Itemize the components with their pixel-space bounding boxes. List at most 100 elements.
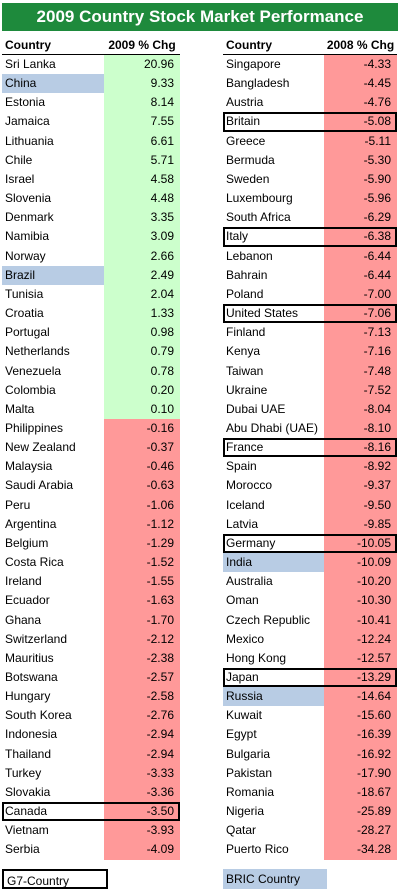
- table-row: Peru -1.06: [2, 495, 180, 515]
- value-cell: -9.85: [324, 514, 397, 534]
- country-cell: Hungary: [5, 689, 51, 704]
- table-row: Britain -5.08: [223, 112, 397, 132]
- table-row: Germany -10.05: [223, 533, 397, 554]
- value-cell: 4.48: [104, 189, 180, 209]
- country-cell: Russia: [223, 687, 324, 707]
- country-cell: Norway: [5, 248, 46, 263]
- table-row: Switzerland -2.12: [2, 629, 180, 649]
- country-cell: Serbia: [5, 842, 40, 857]
- country-cell: Bangladesh: [226, 76, 290, 91]
- country-cell: Ukraine: [226, 382, 268, 397]
- country-cell: Czech Republic: [226, 612, 311, 627]
- table-row: Saudi Arabia -0.63: [2, 476, 180, 496]
- table-row: Japan -13.29: [223, 668, 397, 688]
- country-cell: South Korea: [5, 708, 72, 723]
- value-cell: -5.96: [324, 189, 397, 209]
- value-cell: -1.70: [104, 610, 180, 630]
- table-row: Israel 4.58: [2, 169, 180, 190]
- table-row: France -8.16: [223, 438, 397, 458]
- header-value: 2009 % Chg: [108, 38, 176, 52]
- left-column: Country 2009 % Chg Sri Lanka 20.96 China 9.…: [2, 36, 180, 860]
- table-row: Morocco -9.37: [223, 476, 397, 496]
- table-row: Belgium -1.29: [2, 533, 180, 554]
- value-cell: 9.33: [104, 74, 180, 94]
- country-cell: Indonesia: [5, 727, 58, 742]
- table-row: Bangladesh -4.45: [223, 74, 397, 94]
- value-cell: -0.37: [104, 438, 180, 458]
- value-cell: 6.61: [104, 131, 180, 151]
- country-cell: Malta: [5, 401, 35, 416]
- table-row: Lithuania 6.61: [2, 131, 180, 151]
- table-row: Czech Republic -10.41: [223, 610, 397, 630]
- table-row: Ecuador -1.63: [2, 591, 180, 611]
- country-cell: Israel: [5, 171, 35, 186]
- value-cell: -3.36: [104, 782, 180, 803]
- table-row: Canada -3.50: [2, 802, 180, 822]
- value-cell: 5.71: [104, 150, 180, 170]
- country-cell: Poland: [226, 286, 264, 301]
- table-row: Pakistan -17.90: [223, 763, 397, 783]
- table-row: Italy -6.38: [223, 227, 397, 247]
- header-value: 2008 % Chg: [326, 38, 395, 52]
- table-row: Mexico -12.24: [223, 629, 397, 649]
- country-cell: Spain: [226, 459, 257, 474]
- value-cell: -10.20: [324, 572, 397, 592]
- value-cell: -10.05: [324, 533, 397, 554]
- column-header: Country 2008 % Chg: [223, 36, 397, 55]
- value-cell: -4.76: [324, 93, 397, 113]
- value-cell: -6.44: [324, 246, 397, 266]
- table-row: Poland -7.00: [223, 284, 397, 305]
- country-cell: Sweden: [226, 171, 270, 186]
- value-cell: -12.57: [324, 648, 397, 668]
- table-row: Philippines -0.16: [2, 418, 180, 439]
- value-cell: 20.96: [104, 55, 180, 75]
- country-cell: China: [2, 74, 104, 94]
- value-cell: -12.24: [324, 629, 397, 649]
- value-cell: -28.27: [324, 821, 397, 841]
- value-cell: -25.89: [324, 802, 397, 822]
- value-cell: -8.16: [324, 438, 397, 458]
- table-row: Hungary -2.58: [2, 687, 180, 707]
- country-cell: Luxembourg: [226, 191, 293, 206]
- table-row: Chile 5.71: [2, 150, 180, 170]
- table-row: Greece -5.11: [223, 131, 397, 151]
- country-cell: Brazil: [2, 265, 104, 285]
- table-row: Oman -10.30: [223, 591, 397, 611]
- value-cell: 1.33: [104, 304, 180, 324]
- value-cell: 2.04: [104, 284, 180, 305]
- table-row: Abu Dhabi (UAE) -8.10: [223, 418, 397, 439]
- value-cell: -1.06: [104, 495, 180, 515]
- country-cell: Taiwan: [226, 363, 264, 378]
- column-header: Country 2009 % Chg: [2, 36, 180, 55]
- value-cell: -4.45: [324, 74, 397, 94]
- country-cell: Nigeria: [226, 804, 265, 819]
- value-cell: -7.13: [324, 323, 397, 343]
- table-row: Indonesia -2.94: [2, 725, 180, 745]
- country-cell: Iceland: [226, 497, 265, 512]
- value-cell: -14.64: [324, 687, 397, 707]
- country-cell: Japan: [226, 670, 259, 684]
- table-row: Argentina -1.12: [2, 514, 180, 534]
- table-row: Latvia -9.85: [223, 514, 397, 534]
- table-row: Sri Lanka 20.96: [2, 55, 180, 75]
- country-cell: Malaysia: [5, 459, 53, 474]
- country-cell: Thailand: [5, 746, 52, 761]
- country-cell: Qatar: [226, 823, 257, 838]
- country-cell: Botswana: [5, 670, 58, 684]
- country-cell: Belgium: [5, 535, 49, 550]
- country-cell: Morocco: [226, 478, 273, 493]
- value-cell: -13.29: [324, 668, 397, 688]
- value-cell: -4.09: [104, 840, 180, 860]
- country-cell: Australia: [226, 574, 273, 589]
- country-cell: Lithuania: [5, 133, 54, 148]
- country-cell: Denmark: [5, 210, 54, 225]
- country-cell: Kuwait: [226, 708, 263, 723]
- value-cell: -1.55: [104, 572, 180, 592]
- legend-g7: G7-Country: [2, 869, 108, 889]
- table-row: Portugal 0.98: [2, 323, 180, 343]
- table-row: Slovakia -3.36: [2, 782, 180, 803]
- table-row: Lebanon -6.44: [223, 246, 397, 266]
- country-cell: Bulgaria: [226, 746, 271, 761]
- country-cell: Mauritius: [5, 650, 54, 665]
- value-cell: -34.28: [324, 840, 397, 860]
